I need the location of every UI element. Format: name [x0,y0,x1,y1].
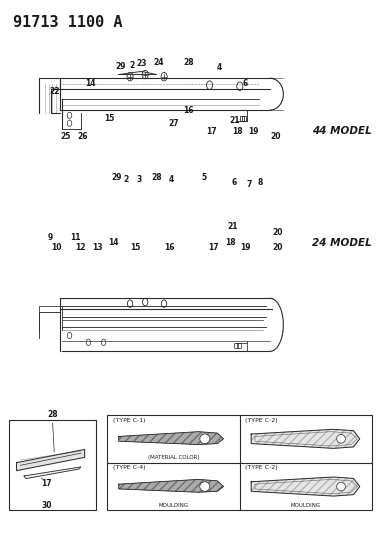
Bar [107,415,372,511]
Text: MOULDING: MOULDING [159,503,188,508]
Text: 12: 12 [75,244,86,253]
Ellipse shape [200,482,210,491]
Text: 15: 15 [130,244,141,253]
Text: 26: 26 [77,132,88,141]
Text: 19: 19 [248,127,258,136]
Ellipse shape [337,434,345,443]
Text: 7: 7 [247,180,252,189]
Text: 19: 19 [240,244,251,253]
Text: 18: 18 [225,238,236,247]
Text: 21: 21 [229,116,240,125]
Polygon shape [119,479,224,492]
Text: 17: 17 [206,127,217,136]
Text: 13: 13 [92,244,103,253]
Text: (TYPE C-2): (TYPE C-2) [245,418,278,423]
Bar [242,116,246,121]
Text: (TYPE C-2): (TYPE C-2) [245,465,278,470]
Text: 28: 28 [151,173,162,182]
Text: 16: 16 [164,244,175,253]
Text: (TYPE C-4): (TYPE C-4) [113,465,146,470]
Polygon shape [119,432,224,445]
Text: 2: 2 [124,174,129,183]
Text: 11: 11 [70,233,80,242]
Text: 24: 24 [153,58,164,67]
Text: 27: 27 [168,119,179,128]
Polygon shape [24,467,81,479]
Text: 3: 3 [137,174,142,183]
Bar [9,420,96,511]
Text: (MATERIAL COLOR): (MATERIAL COLOR) [148,455,199,460]
Text: 24 MODEL: 24 MODEL [312,238,372,248]
Text: 15: 15 [104,114,115,123]
Text: 10: 10 [51,244,62,253]
Text: 21: 21 [227,222,238,231]
Ellipse shape [337,482,345,491]
Polygon shape [251,477,360,496]
Polygon shape [17,449,85,471]
Text: 29: 29 [115,62,126,70]
Text: 6: 6 [231,178,237,187]
Text: 14: 14 [85,79,96,88]
Text: 17: 17 [208,244,219,253]
Text: 20: 20 [272,228,283,237]
Text: 22: 22 [49,87,60,96]
Text: 9: 9 [48,233,53,242]
Text: 6: 6 [243,79,248,88]
Polygon shape [119,71,157,75]
Polygon shape [251,429,360,448]
Text: 14: 14 [108,238,118,247]
Bar [237,343,241,348]
Text: 23: 23 [136,60,147,68]
Text: 29: 29 [111,173,122,182]
Text: 2: 2 [129,61,135,69]
Text: 17: 17 [41,479,52,488]
Text: 8: 8 [258,178,263,187]
Text: 30: 30 [41,502,52,511]
Bar [240,116,244,121]
Text: 20: 20 [272,244,283,253]
Text: 28: 28 [47,410,58,419]
Text: 20: 20 [271,132,281,141]
Text: 25: 25 [60,132,71,141]
Text: 44 MODEL: 44 MODEL [312,126,372,136]
Text: MOULDING: MOULDING [291,503,321,508]
Text: 4: 4 [216,63,222,72]
Text: 16: 16 [183,106,194,115]
Text: 91713 1100 A: 91713 1100 A [13,14,122,30]
Bar [234,343,238,348]
Text: (TYPE C-1): (TYPE C-1) [113,418,146,423]
Text: 28: 28 [183,58,194,67]
Text: 5: 5 [201,173,206,182]
Text: 18: 18 [233,127,243,136]
Text: 4: 4 [169,174,174,183]
Ellipse shape [200,434,210,443]
